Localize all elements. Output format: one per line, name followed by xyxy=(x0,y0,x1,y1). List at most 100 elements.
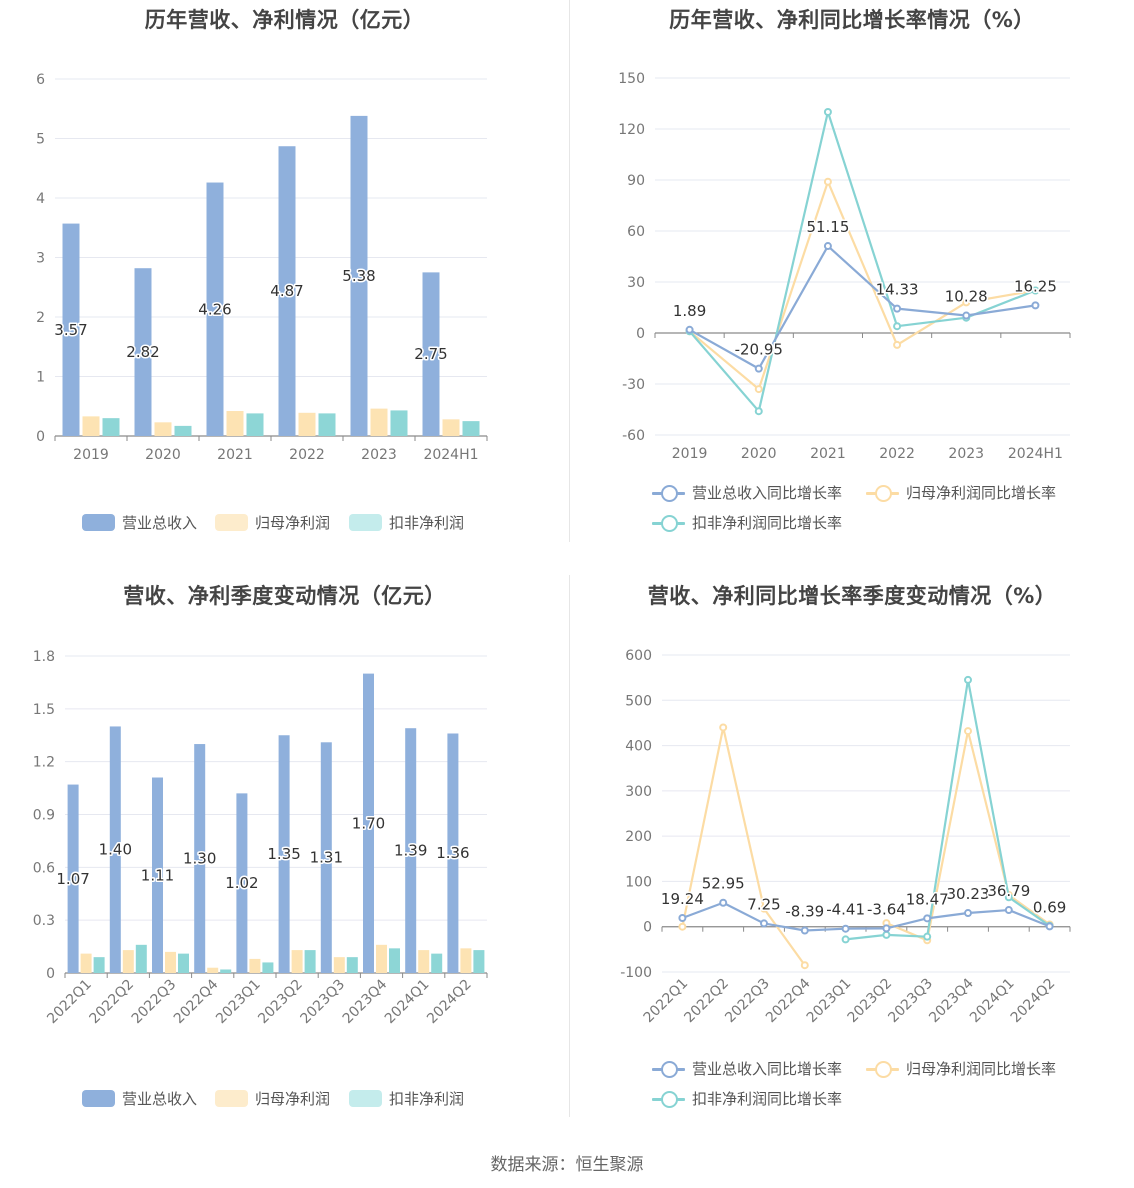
bar-revenue xyxy=(278,146,296,437)
data-label: 18.47 xyxy=(906,890,949,908)
data-label: -8.39 xyxy=(785,903,824,921)
data-label: 5.38 xyxy=(342,267,375,285)
data-label: 4.87 xyxy=(270,282,303,300)
chart-title: 营收、净利季度变动情况（亿元） xyxy=(123,584,446,608)
x-tick-label: 2024Q1 xyxy=(967,976,1018,1027)
data-label: 16.25 xyxy=(1014,277,1057,295)
chart-title: 历年营收、净利情况（亿元） xyxy=(144,8,425,32)
chart-title: 营收、净利同比增长率季度变动情况（%） xyxy=(647,584,1057,608)
y-tick-label: 30 xyxy=(627,275,645,291)
x-tick-label: 2022 xyxy=(879,446,915,462)
bar-net-profit xyxy=(165,951,176,973)
data-label: 1.36 xyxy=(436,844,469,862)
bar-net-profit xyxy=(80,953,92,973)
y-tick-label: 0 xyxy=(36,429,45,445)
legend-circle-marker xyxy=(661,485,678,502)
x-tick-label: 2024H1 xyxy=(423,447,478,463)
legend-label: 归母净利润 xyxy=(255,514,331,532)
y-tick-label: 90 xyxy=(627,173,645,189)
data-point xyxy=(678,922,687,931)
x-tick-label: 2023Q1 xyxy=(804,976,855,1027)
x-tick-label: 2023 xyxy=(948,446,984,462)
x-tick-label: 2019 xyxy=(73,447,109,463)
bar-net-profit xyxy=(82,416,100,436)
bar-net-profit xyxy=(333,957,345,973)
chart-plot: -10001002003004005006002022Q12022Q22022Q… xyxy=(620,648,1071,1027)
quarterly-growth-chart: 营收、净利同比增长率季度变动情况（%） -100 0 100 200 300 400 500… xyxy=(570,576,1134,1136)
y-tick-label: 0.3 xyxy=(33,913,55,929)
data-label: 51.15 xyxy=(806,218,849,236)
bar-deducted-profit xyxy=(246,413,264,436)
data-point xyxy=(754,407,763,416)
y-tick-label: 3 xyxy=(36,251,45,267)
data-point xyxy=(1045,922,1054,931)
x-tick-label: 2022Q3 xyxy=(129,977,180,1028)
x-tick-label: 2022Q2 xyxy=(87,977,138,1028)
x-tick-label: 2022Q1 xyxy=(44,977,95,1028)
legend-label: 归母净利润同比增长率 xyxy=(906,1060,1057,1078)
y-tick-label: 0 xyxy=(636,326,645,342)
legend-swatch xyxy=(215,514,248,531)
y-tick-label: 2 xyxy=(36,310,45,326)
data-point xyxy=(1031,286,1040,295)
data-label: 1.31 xyxy=(310,849,343,867)
bar-net-profit xyxy=(122,950,134,973)
bar-deducted-profit xyxy=(473,950,485,973)
bar-deducted-profit xyxy=(135,944,147,973)
x-tick-label: 2023Q2 xyxy=(845,976,896,1027)
data-point xyxy=(800,926,809,935)
bar-revenue xyxy=(320,742,332,973)
data-point xyxy=(1031,301,1040,310)
data-label: 4.26 xyxy=(198,300,231,318)
data-point xyxy=(1004,906,1013,915)
y-tick-label: 100 xyxy=(625,874,652,890)
data-label: 19.24 xyxy=(661,890,704,908)
data-point xyxy=(841,935,850,944)
data-point xyxy=(923,914,932,923)
chart-plot: 0 1 2 3 4 5 6 2019 2020 2021 2022 2023 2024H1 3.57 2.8… xyxy=(36,72,488,463)
data-point xyxy=(823,177,832,186)
data-label: 10.28 xyxy=(945,288,988,306)
bar-revenue xyxy=(194,744,206,973)
x-tick-label: 2024Q1 xyxy=(382,977,433,1028)
x-tick-label: 2019 xyxy=(672,446,708,462)
data-point xyxy=(685,325,694,334)
bar-net-profit xyxy=(291,950,303,973)
bar-revenue xyxy=(405,728,417,973)
data-point xyxy=(893,322,902,331)
x-tick-label: 2020 xyxy=(741,446,777,462)
data-label: 1.39 xyxy=(394,842,427,860)
bar-revenue xyxy=(236,793,248,973)
y-tick-label: 1 xyxy=(36,370,45,386)
data-label: 1.30 xyxy=(183,850,216,868)
x-tick-label: 2020 xyxy=(145,447,181,463)
data-label: 2.82 xyxy=(126,343,159,361)
data-label: -3.64 xyxy=(867,900,906,918)
data-label: 14.33 xyxy=(876,281,919,299)
data-label: 30.23 xyxy=(947,885,990,903)
bar-revenue xyxy=(447,733,459,973)
bar-deducted-profit xyxy=(174,425,192,436)
data-point xyxy=(882,930,891,939)
legend-swatch xyxy=(82,1090,115,1107)
series-line-net-profit xyxy=(681,726,806,966)
legend-label: 营业总收入 xyxy=(122,1090,198,1108)
x-tick-label: 2022Q2 xyxy=(681,976,732,1027)
bar-deducted-profit xyxy=(389,948,400,973)
x-tick-label: 2023Q2 xyxy=(255,977,306,1028)
data-point xyxy=(760,904,768,913)
data-point xyxy=(678,914,687,923)
data-point xyxy=(823,242,832,251)
legend-circle-marker xyxy=(875,1061,892,1078)
divider-bottom xyxy=(569,575,570,1117)
data-label: 1.40 xyxy=(99,841,132,859)
data-point xyxy=(1004,893,1013,902)
legend-label: 扣非净利润同比增长率 xyxy=(692,1090,843,1108)
data-point xyxy=(800,961,809,970)
series-line-revenue xyxy=(682,901,1051,932)
legend-swatch xyxy=(349,1090,382,1107)
data-point xyxy=(760,919,768,928)
y-tick-label: 300 xyxy=(625,784,652,800)
y-tick-label: 6 xyxy=(36,72,45,88)
x-tick-label: 2021 xyxy=(217,447,253,463)
